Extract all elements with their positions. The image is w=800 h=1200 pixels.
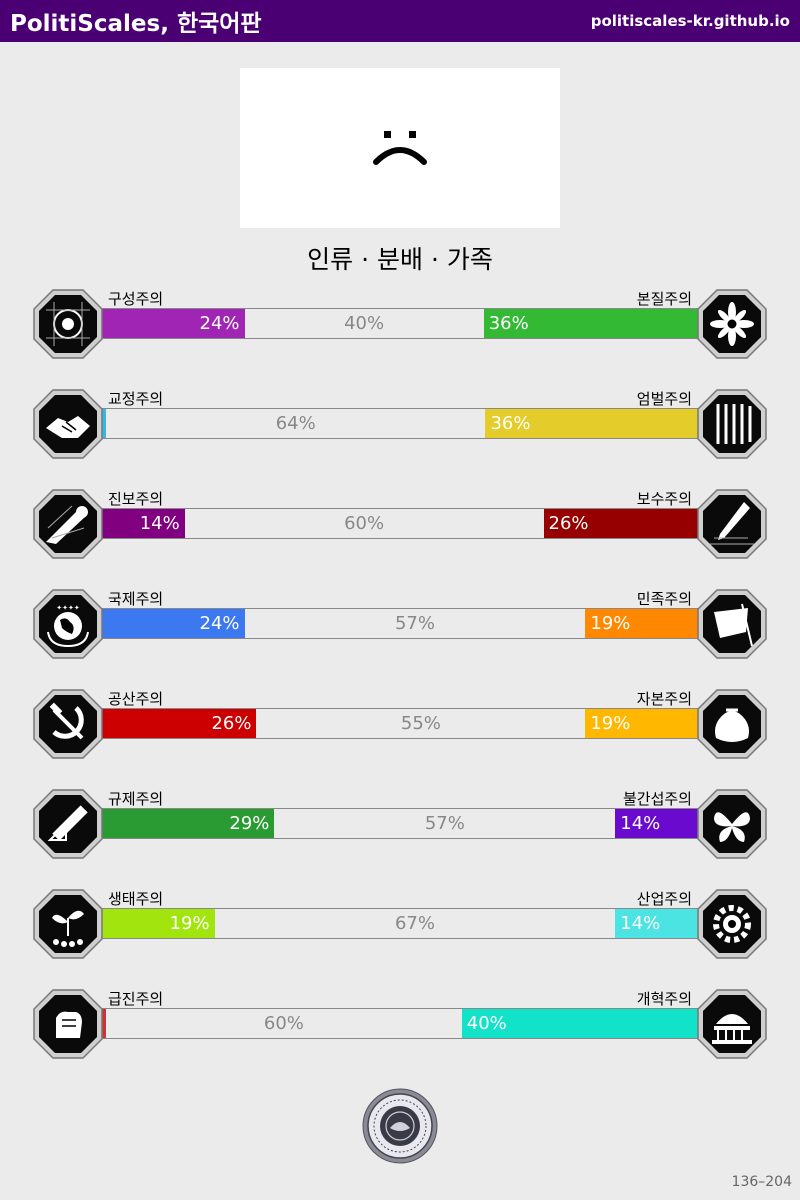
axis-right-segment: 26% — [543, 509, 699, 538]
axis-left-label: 공산주의 — [108, 690, 164, 708]
svg-text:✦✦✦✦: ✦✦✦✦ — [56, 604, 80, 612]
axis-left-segment: 19% — [101, 909, 215, 938]
quill-icon — [696, 488, 768, 560]
axis-neutral-segment: 60% — [344, 513, 385, 534]
axis-neutral-segment: 57% — [394, 613, 435, 634]
axis-left-label: 교정주의 — [108, 390, 164, 408]
handshake-icon — [32, 388, 104, 460]
gear-icon — [696, 888, 768, 960]
axis-left-label: 국제주의 — [108, 590, 164, 608]
axis-left-segment — [101, 409, 106, 438]
axis-right-label: 본질주의 — [636, 290, 692, 308]
axis-left-segment: 29% — [101, 809, 275, 838]
axis-row: 국제주의 민족주의 24% 57% 19% ✦✦✦✦ — [0, 588, 800, 688]
result-flag-box — [240, 68, 560, 228]
axis-bar: 29% 57% 14% — [100, 808, 700, 839]
axis-bar: 26% 55% 19% — [100, 708, 700, 739]
axis-row: 구성주의 본질주의 24% 40% 36% — [0, 288, 800, 388]
axis-bar: 64% 36% — [100, 408, 700, 439]
axis-left-label: 규제주의 — [108, 790, 164, 808]
money-bag-icon — [696, 688, 768, 760]
comet-icon — [32, 488, 104, 560]
sprout-icon — [32, 888, 104, 960]
axis-neutral-segment: 57% — [424, 813, 465, 834]
axis-left-segment: 24% — [101, 609, 245, 638]
axis-neutral-segment: 67% — [394, 913, 435, 934]
axis-bar: 24% 40% 36% — [100, 308, 700, 339]
result-code: 136–204 — [731, 1174, 792, 1190]
ideology-title: 인류 · 분배 · 가족 — [307, 245, 493, 274]
flag-icon — [696, 588, 768, 660]
axis-right-label: 개혁주의 — [636, 990, 692, 1008]
axis-row: 급진주의 개혁주의 60% 40% — [0, 988, 800, 1088]
axis-bar: 60% 40% — [100, 1008, 700, 1039]
site-url[interactable]: politiscales-kr.github.io — [590, 12, 790, 30]
axis-right-label: 민족주의 — [636, 590, 692, 608]
fist-icon — [32, 988, 104, 1060]
axis-right-segment: 36% — [483, 309, 699, 338]
flower-icon — [696, 288, 768, 360]
eye-icon — [32, 288, 104, 360]
axis-row: 진보주의 보수주의 14% 60% 26% — [0, 488, 800, 588]
axis-right-segment: 36% — [485, 409, 699, 438]
axis-left-label: 생태주의 — [108, 890, 164, 908]
axis-neutral-segment: 64% — [275, 413, 316, 434]
axis-right-label: 자본주의 — [636, 690, 692, 708]
hammer-sickle-icon — [32, 688, 104, 760]
app-title: PolitiScales, 한국어판 — [10, 11, 262, 37]
axis-left-label: 진보주의 — [108, 490, 164, 508]
axis-left-label: 급진주의 — [108, 990, 164, 1008]
axis-right-segment: 40% — [461, 1009, 699, 1038]
axis-right-label: 엄벌주의 — [636, 390, 692, 408]
axis-bar: 19% 67% 14% — [100, 908, 700, 939]
axis-right-segment: 19% — [585, 709, 699, 738]
prison-bars-icon — [696, 388, 768, 460]
axis-row: 교정주의 엄벌주의 64% 36% — [0, 388, 800, 488]
axis-right-label: 불간섭주의 — [622, 790, 692, 808]
axis-neutral-segment: 60% — [263, 1013, 304, 1034]
axis-right-label: 보수주의 — [636, 490, 692, 508]
axis-right-segment: 14% — [615, 909, 699, 938]
seal-icon — [362, 1088, 438, 1164]
axis-row: 생태주의 산업주의 19% 67% 14% — [0, 888, 800, 988]
axis-left-segment: 24% — [101, 309, 245, 338]
axis-left-segment — [101, 1009, 106, 1038]
axis-row: 규제주의 불간섭주의 29% 57% 14% — [0, 788, 800, 888]
ruler-icon — [32, 788, 104, 860]
axis-left-segment: 26% — [101, 709, 257, 738]
axis-right-segment: 14% — [615, 809, 699, 838]
axis-row: 공산주의 자본주의 26% 55% 19% — [0, 688, 800, 788]
axis-right-segment: 19% — [585, 609, 699, 638]
butterfly-icon — [696, 788, 768, 860]
sad-face-icon — [373, 131, 427, 165]
axis-neutral-segment: 55% — [400, 713, 441, 734]
axis-bar: 24% 57% 19% — [100, 608, 700, 639]
axis-bar: 14% 60% 26% — [100, 508, 700, 539]
axis-left-segment: 14% — [101, 509, 185, 538]
globe-icon: ✦✦✦✦ — [32, 588, 104, 660]
axis-left-label: 구성주의 — [108, 290, 164, 308]
header-bar: PolitiScales, 한국어판 politiscales-kr.githu… — [0, 0, 800, 42]
axis-right-label: 산업주의 — [636, 890, 692, 908]
parliament-icon — [696, 988, 768, 1060]
axis-neutral-segment: 40% — [344, 313, 385, 334]
